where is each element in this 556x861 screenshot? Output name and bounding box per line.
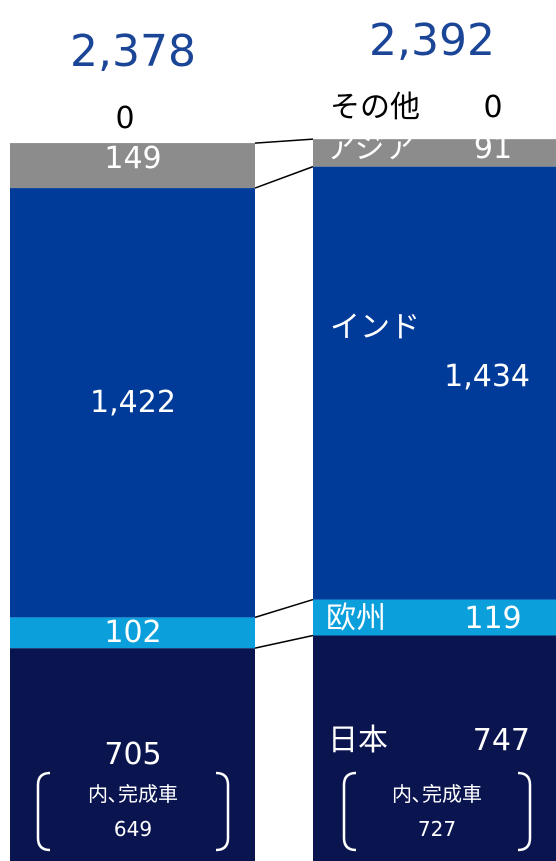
connector-line-3: [254, 165, 314, 189]
sub-note-value-right: 727: [418, 817, 456, 841]
japan-value-right: 747: [473, 723, 530, 758]
total-label-right: 2,392: [369, 15, 495, 66]
asia-name-right: アジア: [326, 131, 415, 166]
bar-segment-japan-right: [313, 635, 556, 861]
bracket-right-close: [517, 771, 532, 852]
bars: [10, 139, 556, 861]
bar-segment-europe-left: [10, 617, 255, 649]
bracket-left-open: [36, 771, 51, 852]
other-value-right: 0: [483, 90, 502, 125]
asia-value-right: 91: [474, 131, 512, 166]
bar-segment-india-left: [10, 188, 255, 618]
bar-segment-europe-right: [313, 599, 556, 636]
europe-name-right: 欧州: [326, 601, 386, 636]
india-value-left: 1,422: [90, 385, 176, 420]
connector-line-1: [254, 634, 314, 649]
bar-segment-asia-right: [313, 139, 556, 167]
sub-note-value-left: 649: [114, 817, 152, 841]
europe-value-left: 102: [104, 615, 161, 650]
japan-name-right: 日本: [328, 723, 388, 758]
europe-value-right: 119: [464, 601, 521, 636]
asia-value-left: 149: [104, 141, 161, 176]
connector-lines: [254, 138, 314, 649]
total-label-left: 2,378: [70, 26, 196, 77]
bar-segment-japan-left: [10, 648, 255, 861]
bracket-right-open: [342, 771, 357, 852]
bar-segment-india-right: [313, 166, 556, 600]
sub-note-label-left: 内､完成車: [88, 782, 178, 806]
india-name-right: インド: [330, 310, 420, 345]
bar-segment-asia-left: [10, 143, 255, 189]
connector-line-4: [254, 138, 314, 144]
india-value-right: 1,434: [444, 359, 530, 394]
connector-line-2: [254, 598, 314, 619]
other-name-right: その他: [330, 90, 420, 125]
sub-note-label-right: 内､完成車: [392, 782, 482, 806]
other-value-left: 0: [115, 101, 134, 136]
japan-value-left: 705: [104, 737, 161, 772]
bracket-left-close: [215, 771, 230, 852]
